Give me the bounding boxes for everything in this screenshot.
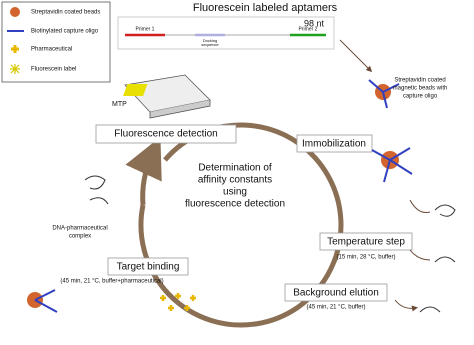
legend-label: Pharmaceutical — [31, 47, 72, 53]
legend-bead — [10, 7, 20, 17]
complex-note: DNA-pharmaceutical — [52, 226, 107, 232]
arrow — [394, 199, 431, 308]
step-box — [296, 134, 373, 153]
aptamer-length: 98 nt — [304, 18, 325, 28]
cycle — [138, 122, 344, 328]
center-text: fluorescence detection — [185, 199, 285, 210]
step-detail: (45 min, 21 °C, buffer+pharmaceutical) — [60, 279, 163, 285]
legend-pharma — [11, 45, 19, 53]
step-box — [95, 124, 237, 144]
oligo — [34, 289, 58, 313]
aptamer-fold — [84, 175, 109, 205]
step-box — [319, 232, 413, 251]
arrow — [339, 39, 373, 73]
step-label: Fluorescence detection — [114, 129, 217, 140]
center-text: using — [223, 187, 247, 198]
released-aptamer — [419, 204, 456, 313]
beads-note: Streptavidin coated — [394, 78, 445, 84]
step-label: Background elution — [293, 288, 379, 299]
docking-label: sequence — [201, 42, 219, 47]
step-box — [284, 283, 388, 302]
step-box — [107, 257, 189, 276]
center-text: affinity constants — [198, 175, 272, 186]
mtp-side — [149, 100, 211, 119]
docking-label: Docking — [203, 38, 217, 43]
legend-label: Biotinylated capture oligo — [31, 29, 99, 35]
pharmaceuticals — [160, 293, 196, 311]
center-text: Determination of — [198, 163, 272, 174]
step-detail: (15 min, 28 °C, buffer) — [337, 255, 396, 261]
aptamer-title: Fluorescein labeled aptamers — [193, 2, 338, 14]
primer-label: Primer 2 — [299, 26, 318, 32]
oligo — [368, 79, 400, 109]
mtp-wells — [123, 84, 148, 96]
legend-label: Streptavidin coated beads — [31, 10, 100, 16]
cycle-arrow — [125, 136, 162, 206]
legend-label: Fluorescein label — [31, 67, 76, 73]
beads-note: capture oligo — [403, 94, 438, 100]
complex-note: complex — [69, 234, 91, 240]
mtp-label: MTP — [112, 101, 127, 108]
step-label: Immobilization — [302, 139, 366, 150]
beads-note: magnetic beads with — [393, 86, 448, 92]
legend-fluor — [10, 64, 20, 74]
legend: Streptavidin coated beads Biotinylated c… — [1, 1, 111, 83]
step-detail: (45 min, 21 °C, buffer) — [307, 305, 366, 311]
step-label: Temperature step — [327, 237, 405, 248]
step-label: Target binding — [117, 262, 180, 273]
aptamer-box — [117, 16, 335, 50]
oligo — [371, 147, 413, 183]
primer-label: Primer 1 — [136, 26, 155, 32]
